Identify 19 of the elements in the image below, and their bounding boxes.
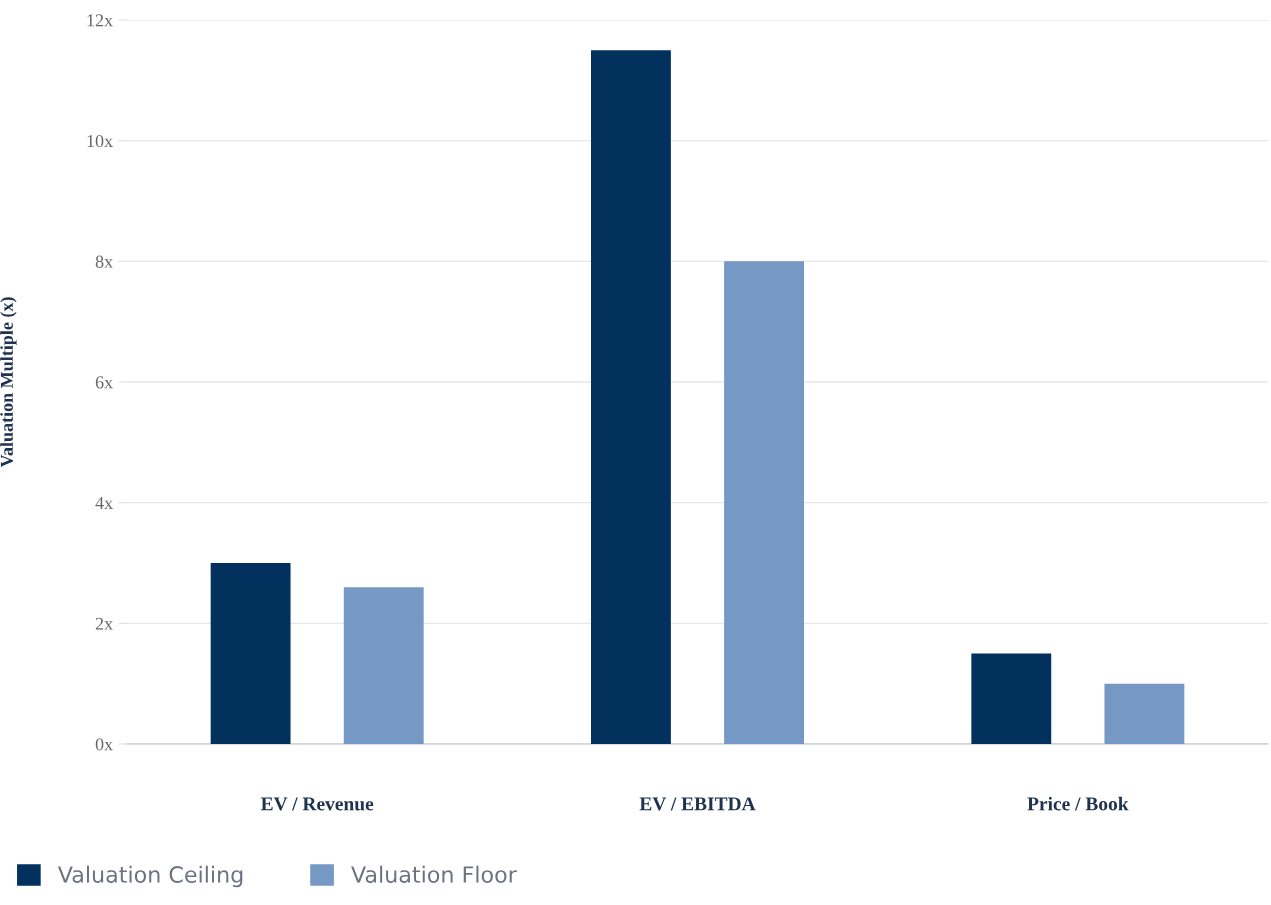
y-tick-label: 8x — [95, 255, 113, 268]
y-axis-title: Valuation Multiple (x) — [0, 297, 17, 468]
bar — [724, 261, 804, 744]
y-tick-label: 12x — [87, 14, 113, 27]
bar — [591, 50, 671, 744]
legend-label: Valuation Floor — [351, 865, 517, 883]
y-tick-label: 6x — [95, 376, 113, 389]
bar — [210, 563, 291, 744]
y-tick-label: 4x — [95, 497, 113, 509]
x-tick-label: Price / Book — [1027, 796, 1129, 811]
legend-label: Valuation Ceiling — [57, 865, 243, 888]
bar — [971, 653, 1052, 744]
x-tick-label: EV / Revenue — [260, 797, 374, 811]
bar — [1104, 683, 1185, 744]
y-tick-label: 2x — [95, 617, 113, 630]
y-tick-label: 10x — [87, 134, 113, 148]
bar — [343, 587, 424, 744]
x-tick-label: EV / EBITDA — [639, 797, 756, 811]
y-tick-label: 0x — [95, 738, 113, 751]
